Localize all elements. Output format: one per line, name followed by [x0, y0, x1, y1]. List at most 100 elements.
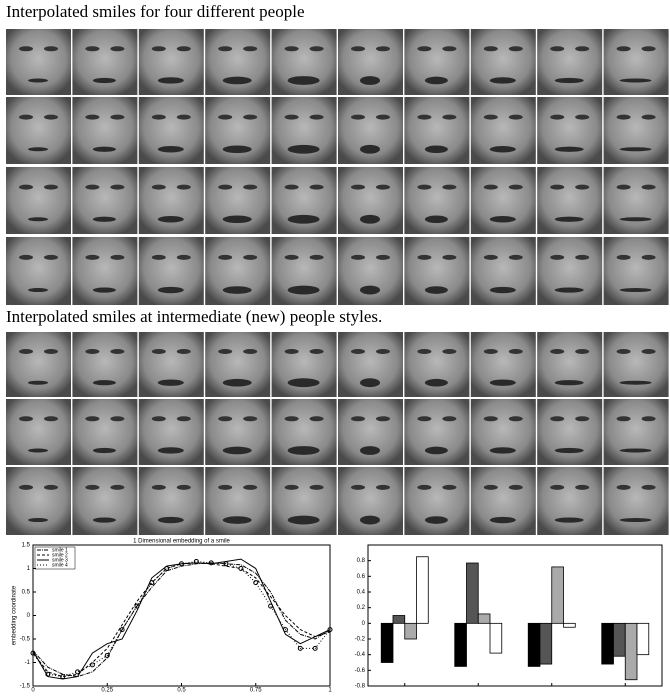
data-line: [32, 558, 331, 680]
face-bg: [338, 167, 403, 234]
y-tick-label: -0.5: [20, 637, 31, 643]
data-marker: [164, 566, 170, 571]
face-bg: [603, 97, 669, 164]
eye: [550, 349, 565, 354]
mouth: [554, 77, 584, 84]
face-image: [470, 97, 536, 164]
eye: [483, 484, 498, 490]
eye: [508, 46, 523, 52]
eye: [575, 114, 590, 120]
face-bg: [138, 29, 204, 95]
face-image: [537, 97, 603, 164]
mouth: [619, 147, 652, 152]
eye: [550, 114, 565, 120]
face-image: [138, 237, 204, 305]
mouth: [287, 144, 320, 154]
eye: [508, 484, 523, 490]
face-image: [6, 399, 71, 465]
face-image: [603, 332, 669, 397]
face-bg: [470, 332, 536, 397]
eye: [616, 46, 631, 52]
legend-label: smile 4: [52, 562, 68, 568]
eye: [442, 46, 457, 52]
data-marker: [45, 671, 51, 677]
eye: [616, 114, 631, 120]
mouth: [222, 145, 252, 154]
eye: [417, 416, 432, 422]
bar: [613, 622, 626, 657]
caption: Interpolated smiles for four different p…: [6, 2, 305, 21]
face-bg: [6, 97, 71, 164]
bar: [551, 566, 564, 624]
data-marker: [312, 645, 318, 651]
face-image: [72, 237, 138, 305]
face-image: [603, 29, 669, 95]
mouth: [157, 286, 184, 294]
face-bg: [138, 237, 204, 305]
face-image: [470, 332, 536, 397]
data-marker: [30, 650, 36, 656]
eye: [85, 416, 100, 422]
face-bg: [537, 237, 603, 305]
eye: [442, 416, 457, 422]
eye: [575, 484, 590, 490]
eye: [351, 416, 365, 422]
face-bg: [470, 467, 536, 535]
face-image: [537, 237, 603, 305]
mouth: [92, 77, 116, 84]
eye: [508, 349, 523, 354]
eye: [417, 349, 432, 354]
eye: [243, 484, 258, 490]
bar: [527, 622, 541, 667]
eye: [483, 114, 498, 120]
face-bg: [404, 29, 470, 95]
mouth: [287, 515, 320, 525]
eye: [110, 254, 125, 260]
eye: [550, 416, 565, 422]
eye: [575, 46, 590, 52]
y-tick-label: 0.2: [357, 605, 366, 611]
eye: [151, 349, 166, 354]
eye: [218, 484, 233, 490]
bar: [563, 622, 576, 628]
eye: [176, 46, 191, 52]
face-bg: [205, 97, 271, 164]
mouth: [92, 380, 116, 386]
eye: [351, 349, 365, 354]
face-bg: [6, 467, 71, 535]
face-image: [537, 332, 603, 397]
mouth: [157, 77, 184, 84]
eye: [151, 254, 166, 260]
face-bg: [603, 167, 669, 234]
face-image: [205, 167, 271, 234]
face-bg: [470, 399, 536, 465]
face-image: [404, 332, 470, 397]
mouth: [157, 146, 184, 153]
face-image: [338, 97, 403, 164]
bar: [404, 622, 417, 640]
face-image: [72, 332, 138, 397]
caption: Interpolated smiles at intermediate (new…: [6, 307, 382, 326]
y-tick-label: 1: [27, 566, 31, 572]
eye: [151, 46, 166, 52]
eye: [284, 184, 299, 190]
face-image: [271, 399, 337, 465]
eye: [641, 46, 656, 52]
y-tick-label: 0.4: [357, 590, 366, 596]
eye: [218, 184, 233, 190]
legend-frame: [34, 546, 76, 570]
face-image: [271, 332, 337, 397]
eye: [176, 416, 191, 422]
eye: [85, 484, 100, 490]
face-image: [404, 467, 470, 535]
eye: [616, 416, 631, 422]
face-bg: [271, 167, 337, 234]
face-grid: [6, 29, 669, 535]
face-bg: [6, 167, 71, 234]
mouth: [619, 78, 652, 83]
mouth: [222, 76, 252, 85]
mouth: [424, 145, 448, 154]
face-bg: [72, 237, 138, 305]
mouth: [28, 147, 48, 152]
eye: [616, 184, 631, 190]
